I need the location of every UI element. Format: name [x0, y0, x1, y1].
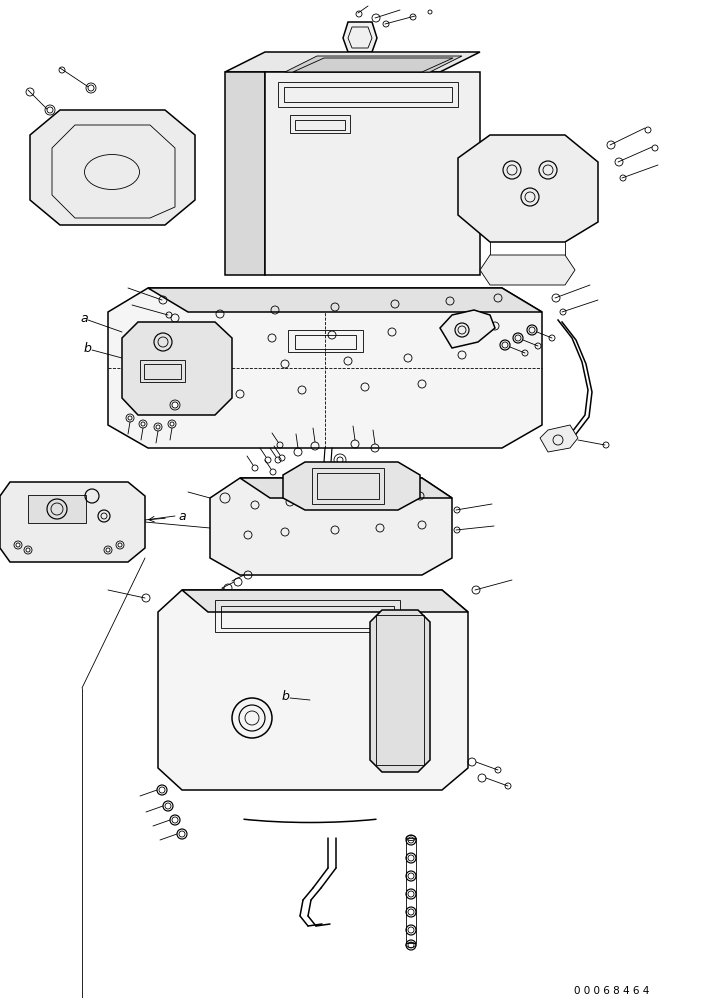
Polygon shape [540, 425, 578, 452]
Polygon shape [108, 288, 542, 448]
Polygon shape [285, 56, 462, 72]
Bar [295, 335, 356, 349]
Polygon shape [210, 478, 452, 575]
Bar [376, 615, 424, 765]
Polygon shape [225, 52, 480, 72]
Polygon shape [370, 610, 430, 772]
Polygon shape [458, 135, 598, 242]
Circle shape [170, 422, 174, 426]
Circle shape [118, 543, 122, 547]
Circle shape [172, 402, 178, 408]
Polygon shape [225, 72, 265, 275]
Circle shape [47, 107, 53, 113]
Polygon shape [240, 478, 452, 498]
Bar [28, 495, 86, 523]
Polygon shape [30, 110, 195, 225]
Circle shape [88, 85, 94, 91]
Circle shape [156, 425, 160, 429]
Text: b: b [84, 341, 92, 354]
Bar [288, 330, 363, 352]
Polygon shape [182, 590, 468, 612]
Bar [295, 120, 345, 130]
Polygon shape [440, 310, 495, 348]
Bar [312, 468, 384, 504]
Circle shape [16, 543, 20, 547]
Text: a: a [178, 510, 186, 523]
Polygon shape [158, 590, 468, 790]
Bar [406, 838, 416, 943]
Circle shape [128, 416, 132, 420]
Bar [144, 364, 181, 379]
Bar [317, 473, 379, 499]
Bar [221, 606, 394, 628]
Polygon shape [122, 322, 232, 415]
Bar [140, 360, 185, 382]
Polygon shape [480, 255, 575, 285]
Polygon shape [265, 72, 480, 275]
Polygon shape [283, 462, 420, 510]
Circle shape [337, 457, 343, 463]
Bar [215, 600, 400, 632]
Bar [290, 115, 350, 133]
Bar [284, 87, 452, 102]
Polygon shape [0, 482, 145, 562]
Polygon shape [148, 288, 542, 312]
Text: b: b [282, 691, 290, 704]
Circle shape [141, 422, 145, 426]
Circle shape [106, 548, 110, 552]
Text: 0 0 0 6 8 4 6 4: 0 0 0 6 8 4 6 4 [574, 986, 649, 996]
Bar [278, 82, 458, 107]
Circle shape [26, 548, 30, 552]
Text: a: a [80, 311, 88, 324]
Polygon shape [343, 22, 377, 52]
